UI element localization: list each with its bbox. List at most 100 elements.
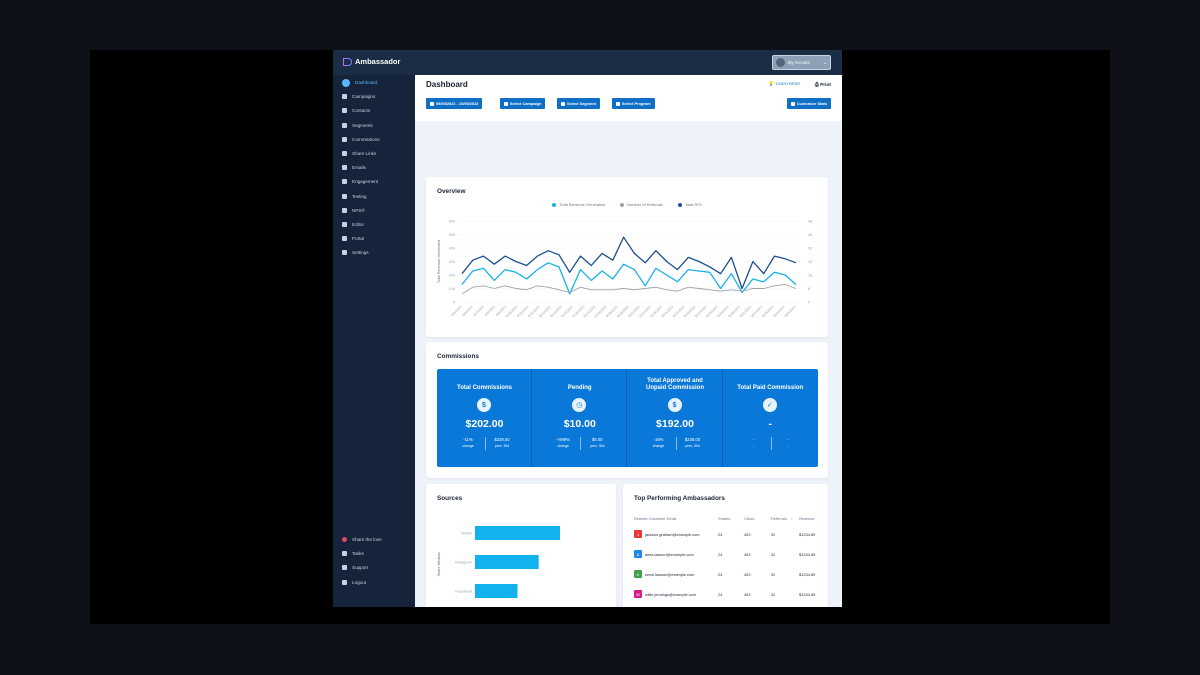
sources-title: Sources [437, 495, 463, 502]
program-icon [616, 101, 620, 106]
top-ambassadors-card: Top Performing Ambassadors Remote Custom… [623, 484, 828, 607]
lightbulb-icon: 💡 [768, 82, 775, 87]
sidebar-item-tasks[interactable]: Tasks [342, 548, 364, 559]
date-range-button[interactable]: 09/05/2022 - 10/05/2022 [426, 98, 483, 109]
bar-instagram[interactable] [475, 555, 539, 569]
main-content: Dashboard 💡 Learn More ⎙ Print 09/05/202… [415, 75, 842, 607]
bar-twitter[interactable] [475, 526, 560, 540]
column-header[interactable]: Referrals [771, 516, 787, 521]
change-value: -11% [463, 437, 473, 442]
change-stat: -16% change [646, 437, 672, 449]
sidebar-item-portal[interactable]: Portal [342, 233, 364, 244]
sidebar-item-commissions[interactable]: Commissions [342, 134, 380, 145]
column-header[interactable]: Remote Customer Email [634, 516, 677, 521]
cell-revenue: $1234.89 [799, 592, 816, 597]
change-stat: +999% change [550, 437, 576, 449]
sidebar-item-share-links[interactable]: Share Links [342, 148, 376, 159]
contacts-icon [342, 108, 347, 114]
sidebar-item-support[interactable]: Support [342, 562, 368, 573]
change-caption: - [753, 444, 755, 448]
legend-swatch [677, 202, 682, 207]
sidebar-item-dashboard[interactable]: Dashboard [342, 77, 377, 88]
cell-email: jackson.graham@example.com [645, 532, 700, 537]
commissions-card: Commissions Total Commissions $ $202.00 -11… [426, 342, 828, 478]
learn-more-link[interactable]: 💡 Learn More [768, 82, 800, 87]
legend-label: Total ROI [684, 202, 702, 207]
my-account-button[interactable]: My Account ⌄ [772, 55, 831, 70]
sidebar-item-settings[interactable]: Settings [342, 247, 369, 258]
sidebar-item-nps[interactable]: NPS® [342, 205, 365, 216]
avatar: J [634, 530, 642, 538]
legend-item[interactable]: Total ROI [677, 202, 702, 207]
x-tick-label: 9/7/2022 [473, 305, 485, 317]
sources-card: Sources TwitterInstagramFacebook012345Co… [426, 484, 616, 607]
y2-tick-label: 24 [808, 260, 812, 264]
sidebar-item-segments[interactable]: Segments [342, 120, 373, 131]
bar-facebook[interactable] [475, 584, 518, 598]
sidebar-item-logout[interactable]: Logout [342, 577, 366, 588]
x-tick-label: 9/5/2022 [451, 305, 463, 317]
sidebar-item-testing[interactable]: Testing [342, 191, 367, 202]
cell-clicks: 453 [744, 592, 751, 597]
print-button[interactable]: ⎙ Print [815, 82, 831, 88]
sidebar-item-share-the-love[interactable]: Share the love [342, 534, 382, 545]
y2-tick-label: 40 [808, 233, 812, 237]
app-logo[interactable]: Ambassador [343, 57, 400, 66]
prev-stat: -- [775, 437, 801, 449]
top-bar: Ambassador My Account ⌄ [333, 50, 842, 75]
sidebar-item-label: Tasks [352, 551, 364, 557]
prev-caption: prev. 30d [685, 444, 700, 448]
sidebar-item-label: Logout [352, 579, 367, 585]
logout-icon [342, 579, 347, 585]
legend-item[interactable]: Total Revenue Generated [552, 202, 605, 207]
select-program-label: Select Program [622, 101, 651, 106]
heart-icon [342, 537, 347, 542]
sidebar-item-label: Campaigns [352, 94, 376, 100]
cell-clicks: 453 [744, 532, 751, 537]
prev-value: - [787, 437, 789, 442]
commission-amount: $192.00 [656, 418, 694, 430]
column-header[interactable]: Revenue [799, 516, 815, 521]
sidebar-item-emails[interactable]: Emails [342, 162, 366, 173]
column-header[interactable]: Clicks [744, 516, 755, 521]
top-ambassadors-title: Top Performing Ambassadors [634, 495, 725, 502]
prev-caption: prev. 30d [590, 444, 605, 448]
sort-down-icon[interactable]: ↓ [791, 516, 793, 521]
series-line-total-roi[interactable] [461, 236, 797, 290]
commission-card: Pending ◷ $10.00 +999% change $0.00 prev. 30d [532, 369, 628, 467]
change-value: +999% [556, 437, 570, 442]
page-header: Dashboard 💡 Learn More ⎙ Print 09/05/202… [415, 75, 842, 121]
sidebar-item-contacts[interactable]: Contacts [342, 105, 370, 116]
clock-icon: ◷ [572, 398, 587, 412]
commission-amount: $10.00 [563, 418, 596, 430]
legend-item[interactable]: Number of Referrals [619, 202, 663, 207]
segments-icon [342, 122, 347, 128]
sidebar-item-engagement[interactable]: Engagement [342, 176, 378, 187]
commission-card: Total Paid Commission ✓ - - - - - [723, 369, 818, 467]
select-program-button[interactable]: Select Program [612, 98, 655, 109]
cell-email: kenzi.lawson@example.com [645, 572, 695, 577]
calendar-icon [430, 101, 434, 106]
commission-amount: - [768, 418, 773, 430]
sidebar-item-label: Share Links [352, 151, 377, 156]
column-header[interactable]: Shares [718, 516, 731, 521]
select-campaign-button[interactable]: Select Campaign [500, 98, 546, 109]
sidebar-item-campaigns[interactable]: Campaigns [342, 91, 375, 102]
commission-label: Pending [567, 385, 592, 391]
sidebar-item-editor[interactable]: Editor [342, 219, 364, 230]
select-segment-button[interactable]: Select Segment [557, 98, 600, 109]
commissions-panel: Total Commissions $ $202.00 -11% change $228.… [437, 369, 818, 467]
sidebar-item-label: Emails [352, 165, 366, 171]
prev-stat: $228.00 prev. 30d [489, 437, 515, 449]
series-line-total-revenue-generated[interactable] [461, 262, 797, 295]
series-line-number-of-referrals[interactable] [461, 284, 797, 295]
select-segment-label: Select Segment [567, 101, 596, 106]
prev-value: $0.00 [592, 437, 603, 442]
customize-stats-button[interactable]: Customize Stats [786, 98, 831, 109]
date-range-label: 09/05/2022 - 10/05/2022 [436, 101, 479, 106]
commissions-icon [342, 136, 347, 142]
